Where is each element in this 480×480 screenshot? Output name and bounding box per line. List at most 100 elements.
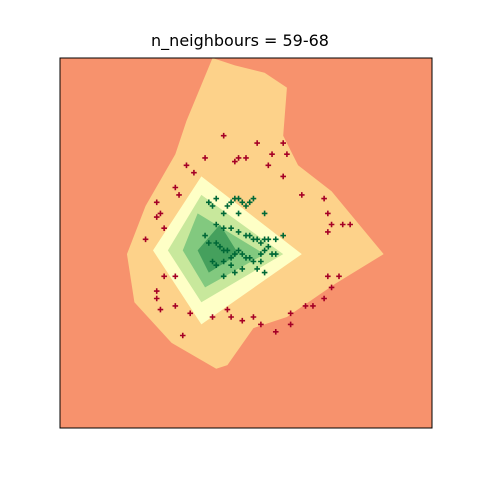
data-point [258,240,264,246]
data-point [228,314,234,320]
data-point [153,288,160,294]
data-point [254,140,260,146]
data-point [220,210,227,217]
data-point [328,221,335,228]
data-point [213,262,220,268]
data-point [209,258,216,265]
data-point [235,247,242,254]
data-point [153,295,160,302]
data-point [239,251,246,257]
data-point [261,210,268,217]
data-point [206,199,212,206]
data-point [235,195,242,202]
data-point [269,151,275,157]
data-point [220,258,227,265]
data-point [232,251,238,257]
data-point [328,284,335,291]
data-point [228,225,234,231]
data-point [325,273,331,280]
data-point [206,240,212,246]
data-point [224,247,231,254]
data-point [213,221,220,228]
data-point [246,232,253,239]
data-point [325,210,331,217]
data-point [272,329,279,335]
data-point [217,243,223,250]
data-point [209,203,216,209]
data-point [258,258,264,265]
data-point [280,140,286,146]
series-1 [142,132,353,339]
data-point [265,236,272,243]
data-point [220,132,227,139]
data-point [213,240,220,246]
data-point [243,203,249,209]
data-point [325,229,331,235]
data-point [246,255,253,261]
data-point [157,210,164,217]
data-point [176,192,182,198]
data-point [284,151,290,157]
data-point [191,169,197,176]
data-point [272,236,279,243]
data-point [153,199,160,206]
data-point [347,221,353,228]
data-point [142,236,149,243]
contour-region-5 [197,224,239,273]
data-point [265,243,272,250]
data-point [187,310,193,317]
data-point [161,273,167,280]
data-point [228,262,234,268]
plot-area [59,57,433,429]
data-point [239,266,246,272]
data-point [220,225,227,231]
data-point [261,247,268,254]
data-point [235,155,242,161]
data-point [321,295,327,302]
data-point [172,184,179,191]
data-point [254,266,260,272]
data-point [202,232,208,239]
chart-title: n_neighbours = 59-68 [151,31,329,50]
data-point [250,195,257,202]
data-point [179,332,186,339]
data-point [157,306,164,313]
series-2 [202,195,286,280]
data-point [228,199,234,206]
data-point [299,192,305,198]
data-point [153,214,160,220]
data-point [321,195,327,202]
data-point [239,317,246,324]
data-point [287,321,294,328]
data-point [265,162,272,169]
data-point [183,162,190,169]
data-point [302,303,309,309]
data-point [232,158,238,165]
data-point [261,269,268,276]
data-point [235,229,242,235]
data-point [339,221,346,228]
data-point [287,310,294,317]
data-point [220,273,227,280]
data-point [235,210,242,217]
data-point [246,199,253,206]
data-point [232,269,238,276]
data-point [161,225,167,231]
data-point [310,303,316,309]
data-point [272,251,279,257]
data-point [172,273,179,280]
data-point [224,203,231,209]
data-point [280,173,286,180]
data-point [172,303,179,309]
data-point [209,314,216,320]
data-point [250,258,257,265]
data-point [213,195,220,202]
plot-frame [59,57,433,429]
data-point [202,155,208,161]
data-point [243,155,249,161]
data-point [258,321,264,328]
data-point [336,273,342,280]
data-point [258,251,264,257]
data-point [254,236,260,243]
data-point [280,232,286,239]
